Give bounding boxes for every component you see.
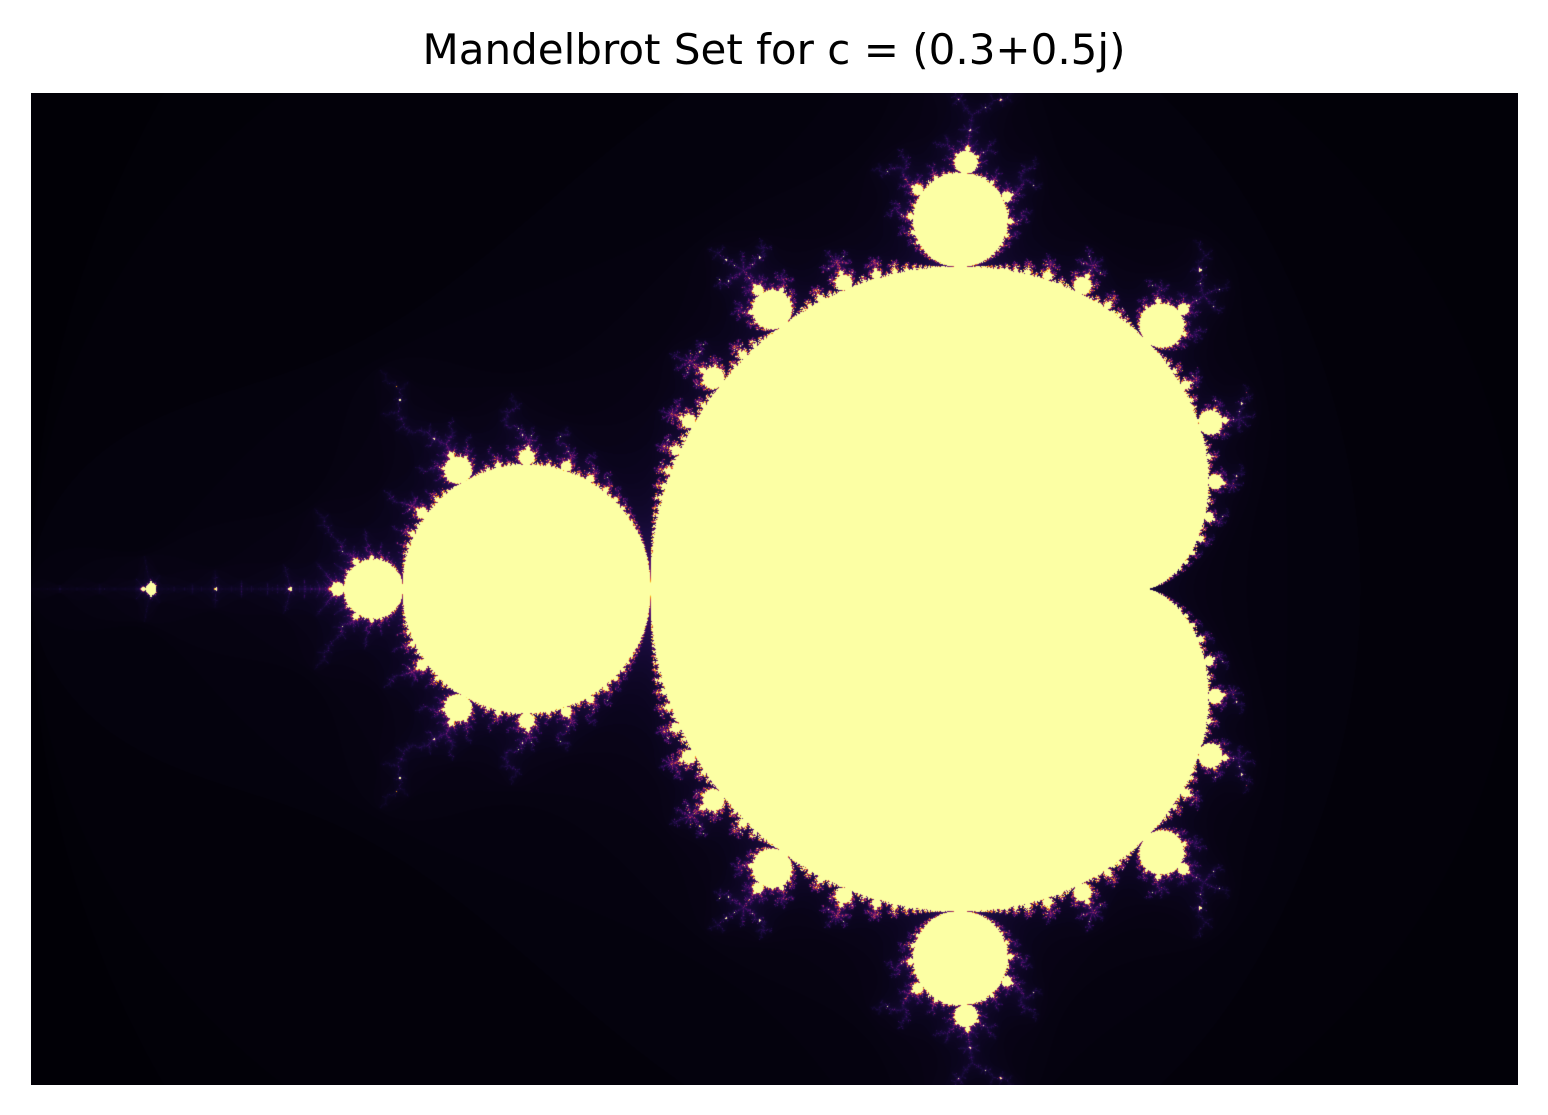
chart-title: Mandelbrot Set for c = (0.3+0.5j) [422,25,1126,74]
plot-area [31,93,1518,1085]
mandelbrot-heatmap [31,93,1518,1085]
